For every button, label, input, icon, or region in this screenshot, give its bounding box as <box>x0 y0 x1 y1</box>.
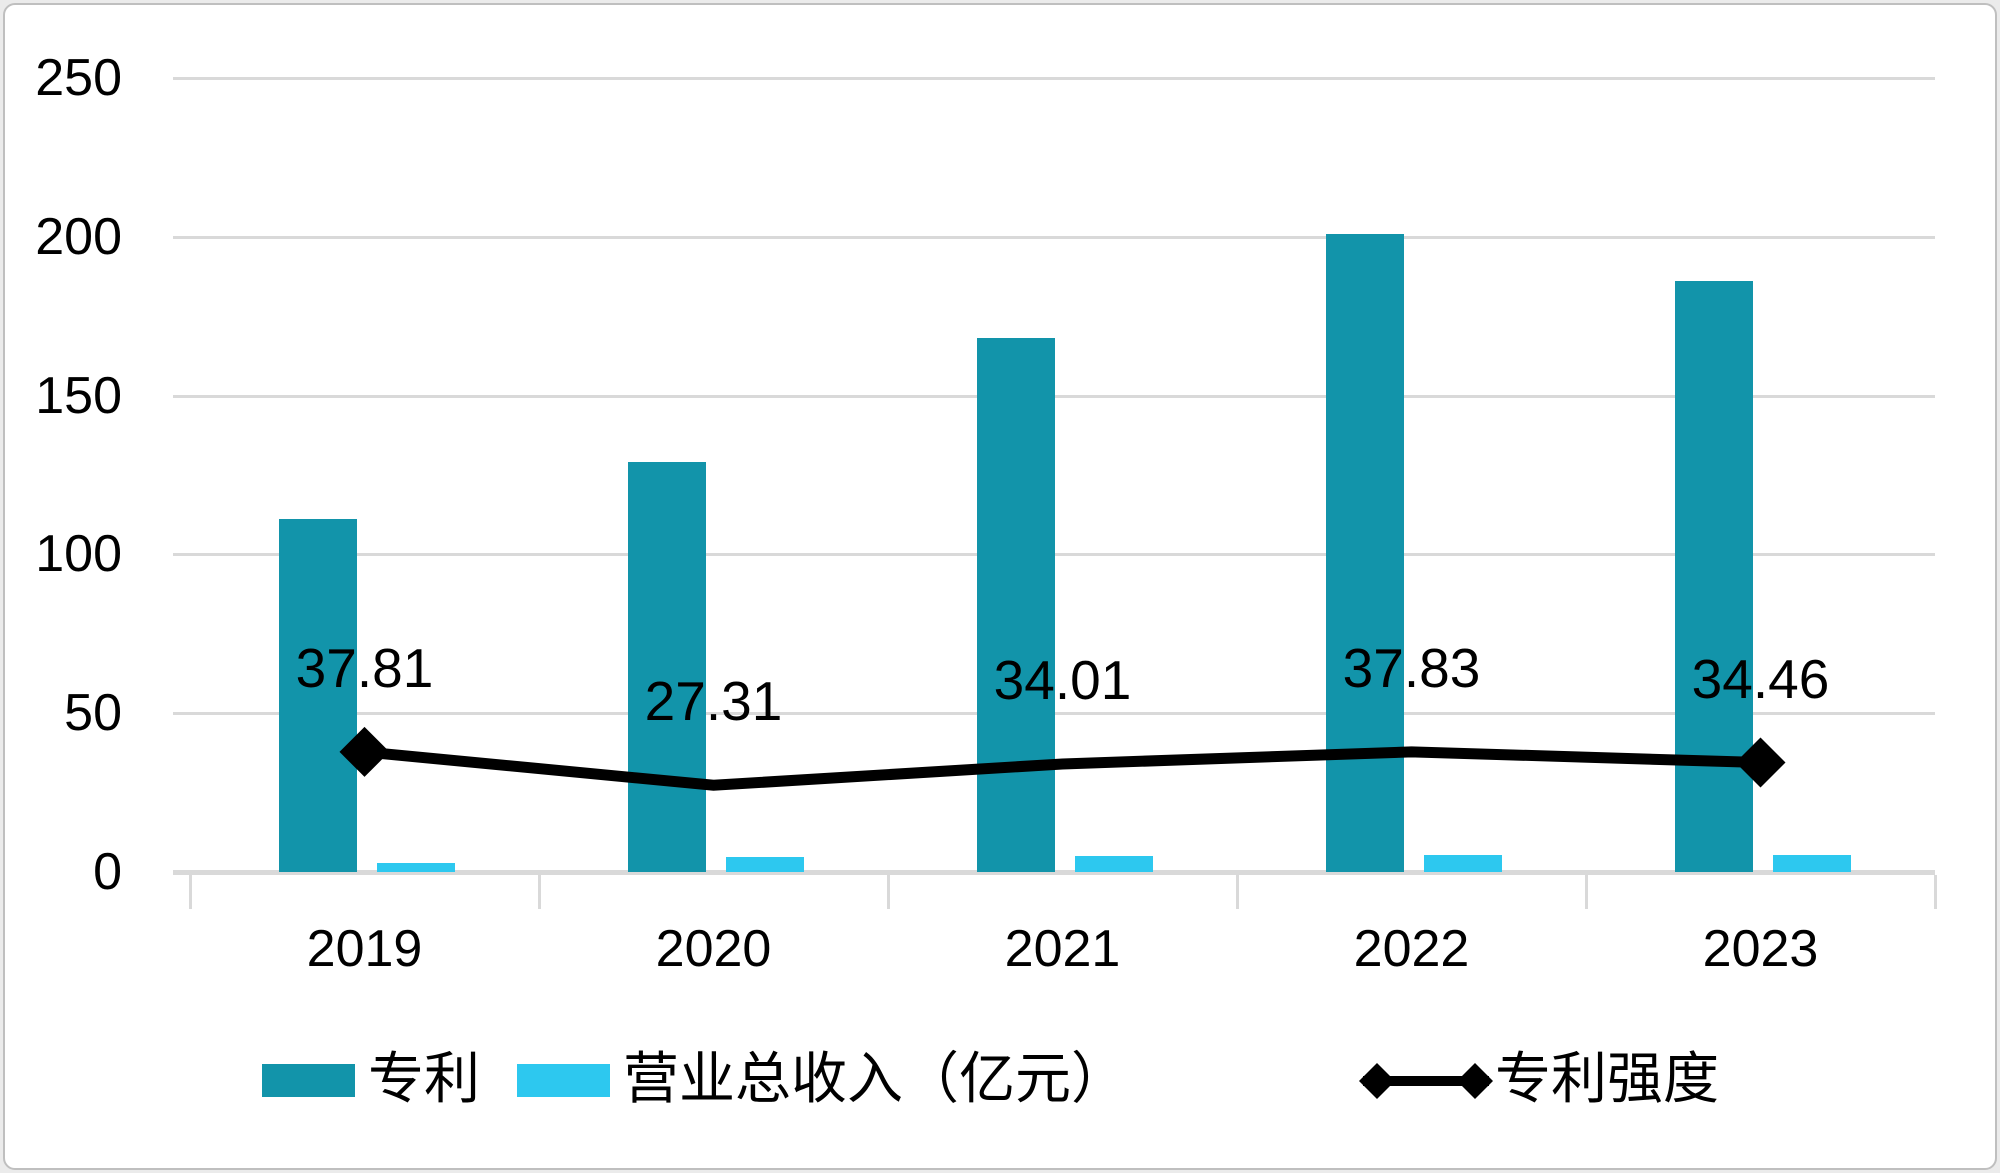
x-axis-label: 2022 <box>1353 920 1470 978</box>
chart-card: 0 50 100 150 200 250 2019 2020 2021 2022 2023 37.81… <box>3 3 1997 1170</box>
revenue-bar <box>1074 856 1153 872</box>
intensity-data-label: 34.01 <box>993 648 1132 711</box>
intensity-data-label: 34.46 <box>1691 647 1830 710</box>
y-axis-label: 250 <box>35 49 122 107</box>
axis-tick <box>189 875 192 909</box>
axis-tick <box>538 875 541 909</box>
axis-tick <box>1585 875 1588 909</box>
revenue-bar <box>725 857 804 872</box>
patents-bar <box>976 338 1055 872</box>
patents-bar <box>1674 281 1753 872</box>
plot-area: 0 50 100 150 200 250 2019 2020 2021 2022 2023 37.81… <box>5 5 1995 1168</box>
y-axis-label: 0 <box>93 843 122 901</box>
revenue-bar <box>376 862 455 872</box>
patents-bar <box>278 519 357 872</box>
x-axis-label: 2020 <box>655 920 772 978</box>
intensity-data-label: 27.31 <box>644 670 783 733</box>
y-axis-label: 100 <box>35 525 122 584</box>
y-axis-label: 150 <box>35 366 122 425</box>
axis-tick <box>1934 875 1937 909</box>
y-axis-label: 200 <box>35 207 122 266</box>
intensity-data-label: 37.83 <box>1342 636 1481 699</box>
revenue-bar <box>1772 854 1851 872</box>
x-axis-label: 2021 <box>1004 920 1121 978</box>
patents-bar <box>1325 233 1404 872</box>
axis-tick <box>887 875 890 909</box>
intensity-data-label: 37.81 <box>295 636 434 699</box>
grid-line <box>173 235 1935 239</box>
x-axis-line <box>173 870 1935 875</box>
x-axis-label: 2023 <box>1702 920 1819 978</box>
patents-bar <box>627 462 706 872</box>
axis-tick <box>1236 875 1239 909</box>
grid-line <box>173 77 1935 80</box>
y-axis-label: 50 <box>64 684 122 743</box>
revenue-bar <box>1423 855 1502 872</box>
x-axis-label: 2019 <box>306 920 423 978</box>
